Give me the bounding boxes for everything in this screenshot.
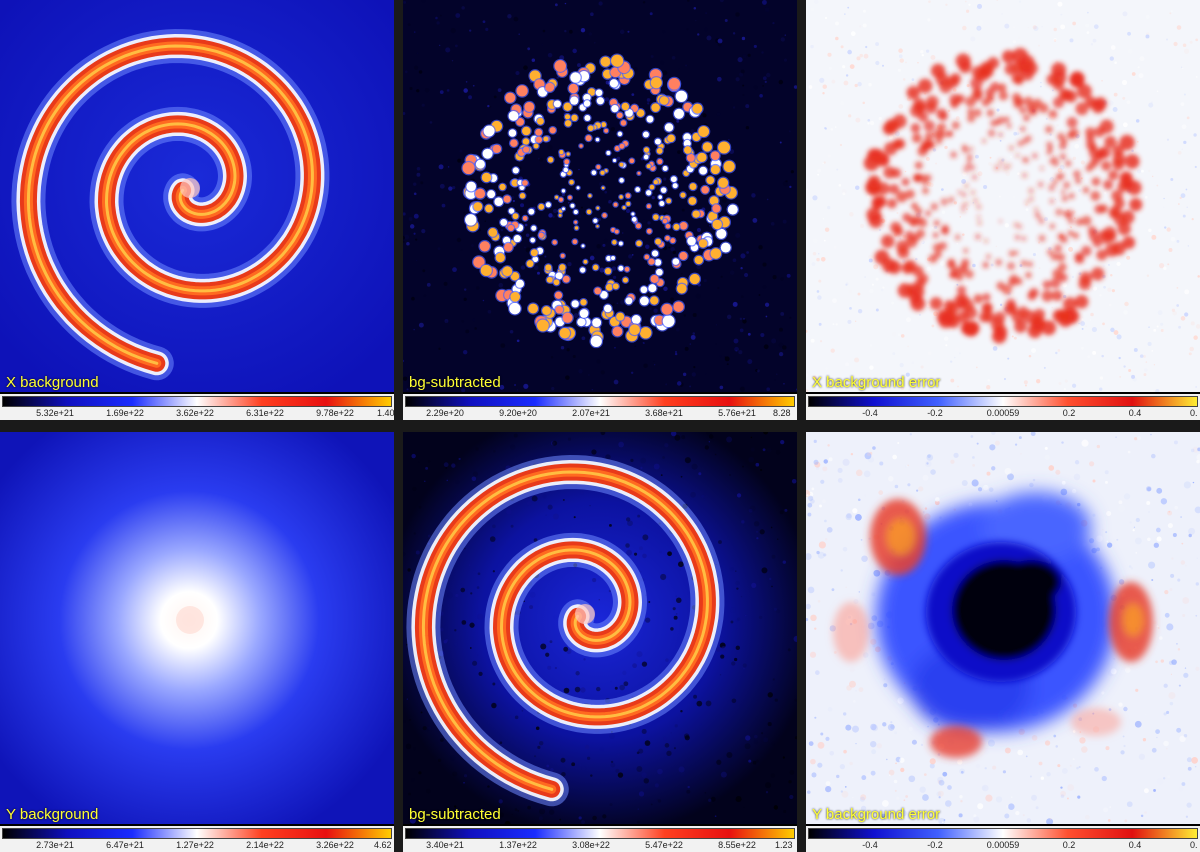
panel-label: Y background error	[812, 806, 941, 823]
colorbar-tick: 3.26e+22	[316, 840, 354, 850]
colorbar: 2.29e+20 9.20e+20 2.07e+21 3.68e+21 5.76…	[403, 394, 797, 420]
colorbar-tick: 5.47e+22	[645, 840, 683, 850]
colorbar-tick: 1.37e+22	[499, 840, 537, 850]
colorbar-tick: -0.4	[862, 840, 878, 850]
colorbar-tick: 3.40e+21	[426, 840, 464, 850]
colorbar-tick: 6.47e+21	[106, 840, 144, 850]
colorbar-tick: 2.14e+22	[246, 840, 284, 850]
panel-x-bg-subtracted: bg-subtracted 2.29e+20 9.20e+20 2.07e+21…	[403, 0, 797, 420]
colorbar-tick: 3.08e+22	[572, 840, 610, 850]
colorbar-tick: 0.	[1190, 840, 1198, 850]
y-background-image	[0, 432, 394, 824]
colorbar-tick: 8.55e+22	[718, 840, 756, 850]
y-bg-subtracted-image	[403, 432, 797, 824]
colorbar-tick: 5.32e+21	[36, 408, 74, 418]
colorbar-tick: 3.62e+22	[176, 408, 214, 418]
colorbar-tick: 5.76e+21	[718, 408, 756, 418]
colorbar-tick: 2.07e+21	[572, 408, 610, 418]
colorbar-tick: -0.4	[862, 408, 878, 418]
colorbar-tick: 0.	[1190, 408, 1198, 418]
panel-label: X background error	[812, 374, 941, 391]
colorbar-tick: 2.29e+20	[426, 408, 464, 418]
y-background-error-image	[806, 432, 1200, 824]
x-background-image	[0, 0, 394, 392]
colorbar-tick: -0.2	[927, 840, 943, 850]
colorbar-gradient	[808, 828, 1198, 839]
colorbar-gradient	[808, 396, 1198, 407]
panel-label: X background	[6, 374, 99, 391]
error-dots	[863, 47, 1143, 344]
colorbar-tick: 6.31e+22	[246, 408, 284, 418]
colorbar-tick: 0.4	[1128, 408, 1142, 418]
colorbar-tick: -0.2	[927, 408, 943, 418]
colorbar-tick: 0.2	[1062, 840, 1076, 850]
panel-y-bg-subtracted: bg-subtracted 3.40e+21 1.37e+22 3.08e+22…	[403, 432, 797, 852]
colorbar-tick: 2.73e+21	[36, 840, 74, 850]
colorbar-gradient	[2, 828, 392, 839]
colorbar-tick: 0.00059	[986, 408, 1020, 418]
colorbar-tick: 0.4	[1128, 840, 1142, 850]
x-background-error-image	[806, 0, 1200, 392]
panel-y-background-error: Y background error -0.4 -0.2 0.00059 0.2…	[806, 432, 1200, 852]
colorbar-tick: 1.40e	[377, 408, 394, 418]
colorbar-gradient	[2, 396, 392, 407]
colorbar: -0.4 -0.2 0.00059 0.2 0.4 0.	[806, 826, 1200, 852]
colorbar-tick: 0.2	[1062, 408, 1076, 418]
panel-x-background-error: X background error -0.4 -0.2 0.00059 0.2…	[806, 0, 1200, 420]
colorbar: -0.4 -0.2 0.00059 0.2 0.4 0.	[806, 394, 1200, 420]
source-dots	[461, 53, 740, 349]
colorbar-tick: 0.00059	[986, 840, 1020, 850]
colorbar-gradient	[405, 396, 795, 407]
colorbar-tick: 4.62	[374, 840, 392, 850]
panel-label: bg-subtracted	[409, 374, 501, 391]
colorbar-tick: 1.69e+22	[106, 408, 144, 418]
colorbar: 3.40e+21 1.37e+22 3.08e+22 5.47e+22 8.55…	[403, 826, 797, 852]
panel-y-background: Y background 2.73e+21 6.47e+21 1.27e+22 …	[0, 432, 394, 852]
spiral-arm	[406, 454, 725, 807]
colorbar-tick: 8.28	[773, 408, 791, 418]
colorbar: 5.32e+21 1.69e+22 3.62e+22 6.31e+22 9.78…	[0, 394, 394, 420]
x-bg-subtracted-image	[403, 0, 797, 392]
red-excess-regions	[833, 499, 1153, 758]
dark-core	[926, 542, 1076, 682]
colorbar-tick: 9.20e+20	[499, 408, 537, 418]
colorbar-tick: 3.68e+21	[645, 408, 683, 418]
colorbar-gradient	[405, 828, 795, 839]
colorbar-tick: 1.23	[775, 840, 793, 850]
colorbar-tick: 1.27e+22	[176, 840, 214, 850]
spiral-arm	[11, 28, 330, 381]
colorbar: 2.73e+21 6.47e+21 1.27e+22 2.14e+22 3.26…	[0, 826, 394, 852]
panel-x-background: X background 5.32e+21 1.69e+22 3.62e+22 …	[0, 0, 394, 420]
colorbar-tick: 9.78e+22	[316, 408, 354, 418]
panel-label: bg-subtracted	[409, 806, 501, 823]
panel-label: Y background	[6, 806, 99, 823]
